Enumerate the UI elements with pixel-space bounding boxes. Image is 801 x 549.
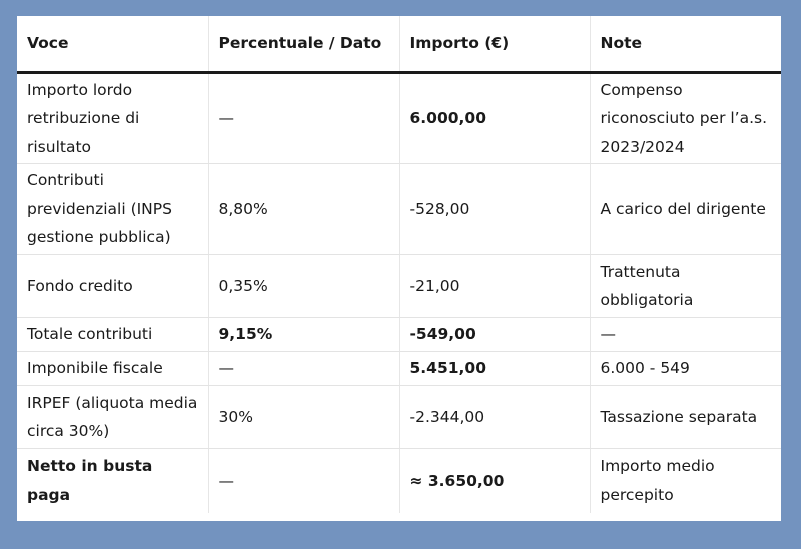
cell-note: Tassazione separata [589, 385, 781, 449]
cell-voce: Importo lordo retribuzione di risultato [17, 72, 208, 164]
cell-voce: Imponibile fiscale [17, 351, 208, 386]
cell-importo: 5.451,00 [398, 351, 590, 386]
table-row: Importo lordo retribuzione di risultato … [17, 72, 781, 164]
header-importo: Importo (€) [398, 16, 590, 74]
cell-importo: -2.344,00 [398, 385, 590, 449]
cell-percentuale: 30% [207, 385, 399, 449]
cell-importo: 6.000,00 [398, 72, 590, 164]
cell-note: 6.000 - 549 [589, 351, 781, 386]
table-row: Fondo credito 0,35% -21,00 Trattenuta ob… [17, 254, 781, 318]
cell-percentuale: — [207, 448, 399, 513]
cell-importo: -528,00 [398, 163, 590, 255]
cell-voce: IRPEF (aliquota media circa 30%) [17, 385, 208, 449]
cell-note: — [589, 317, 781, 352]
cell-importo: -549,00 [398, 317, 590, 352]
cell-voce: Totale contributi [17, 317, 208, 352]
cell-percentuale: 9,15% [207, 317, 399, 352]
cell-note: Importo medio percepito [589, 448, 781, 513]
table-row: IRPEF (aliquota media circa 30%) 30% -2.… [17, 385, 781, 449]
cell-voce: Fondo credito [17, 254, 208, 318]
cell-note: Trattenuta obbligatoria [589, 254, 781, 318]
table-row: Contributi previdenziali (INPS gestione … [17, 163, 781, 255]
header-note: Note [589, 16, 781, 74]
cell-importo: ≈ 3.650,00 [398, 448, 590, 513]
cell-percentuale: 0,35% [207, 254, 399, 318]
table-header-row: Voce Percentuale / Dato Importo (€) Note [17, 16, 781, 74]
cell-percentuale: — [207, 72, 399, 164]
cell-note: Compenso riconosciuto per l’a.s. 2023/20… [589, 72, 781, 164]
cell-percentuale: — [207, 351, 399, 386]
cell-voce: Netto in busta paga [27, 457, 153, 504]
table-row: Imponibile fiscale — 5.451,00 6.000 - 54… [17, 351, 781, 386]
table-row: Netto in busta paga — ≈ 3.650,00 Importo… [17, 448, 781, 513]
salary-breakdown-table: Voce Percentuale / Dato Importo (€) Note… [17, 16, 781, 513]
header-voce: Voce [17, 16, 208, 74]
cell-voce: Contributi previdenziali (INPS gestione … [17, 163, 208, 255]
table-panel: Voce Percentuale / Dato Importo (€) Note… [17, 16, 781, 521]
cell-percentuale: 8,80% [207, 163, 399, 255]
table-row: Totale contributi 9,15% -549,00 — [17, 317, 781, 352]
header-percentuale: Percentuale / Dato [207, 16, 399, 74]
cell-note: A carico del dirigente [589, 163, 781, 255]
cell-importo: -21,00 [398, 254, 590, 318]
